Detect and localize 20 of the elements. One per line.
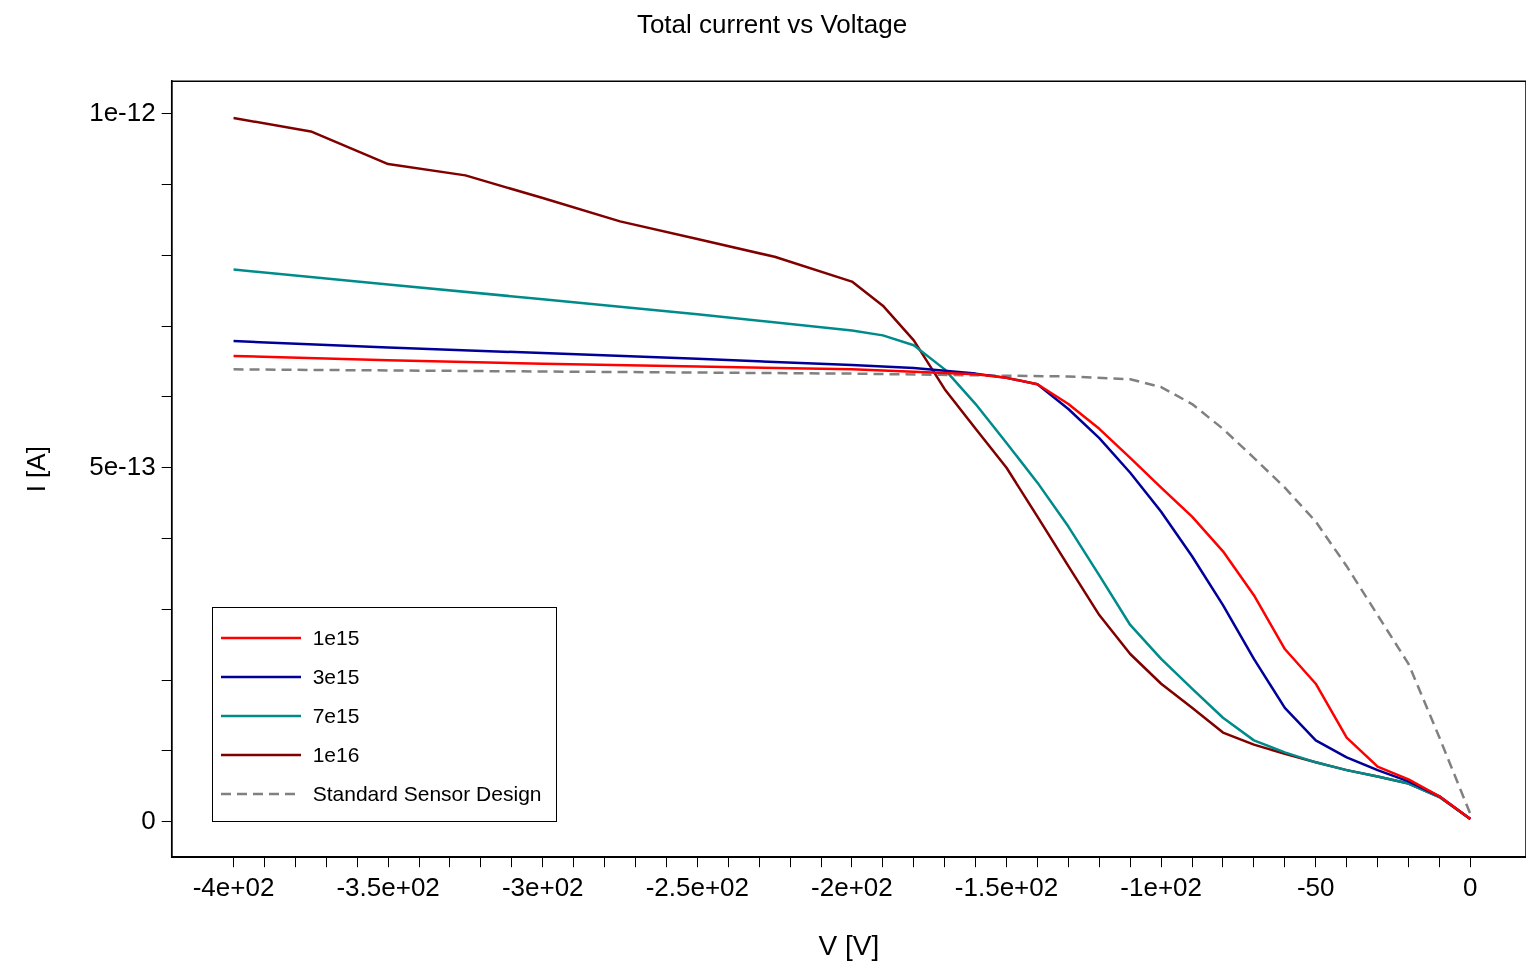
y-tick-label: 0	[141, 804, 156, 835]
x-tick-label: -1.5e+02	[954, 871, 1059, 902]
x-tick-label: -50	[1296, 871, 1335, 902]
x-tick-label: -1e+02	[1120, 871, 1202, 902]
legend-label: 1e16	[312, 742, 360, 767]
y-axis-title: I [A]	[20, 446, 51, 493]
y-tick-label: 5e-13	[89, 450, 156, 481]
legend-label: 3e15	[312, 664, 360, 689]
x-axis-title: V [V]	[818, 929, 880, 961]
x-tick-label: -3e+02	[501, 871, 584, 902]
legend-label: 7e15	[312, 703, 360, 728]
x-tick-label: -2.5e+02	[645, 871, 750, 902]
x-tick-label: -2e+02	[811, 871, 893, 902]
chart-title: Total current vs Voltage	[636, 8, 908, 39]
legend-label: 1e15	[312, 625, 360, 650]
x-tick-label: 0	[1463, 871, 1478, 902]
y-tick-label: 1e-12	[89, 96, 156, 127]
x-tick-label: -4e+02	[192, 871, 275, 902]
legend-label: Standard Sensor Design	[312, 781, 542, 806]
x-tick-label: -3.5e+02	[336, 871, 440, 902]
